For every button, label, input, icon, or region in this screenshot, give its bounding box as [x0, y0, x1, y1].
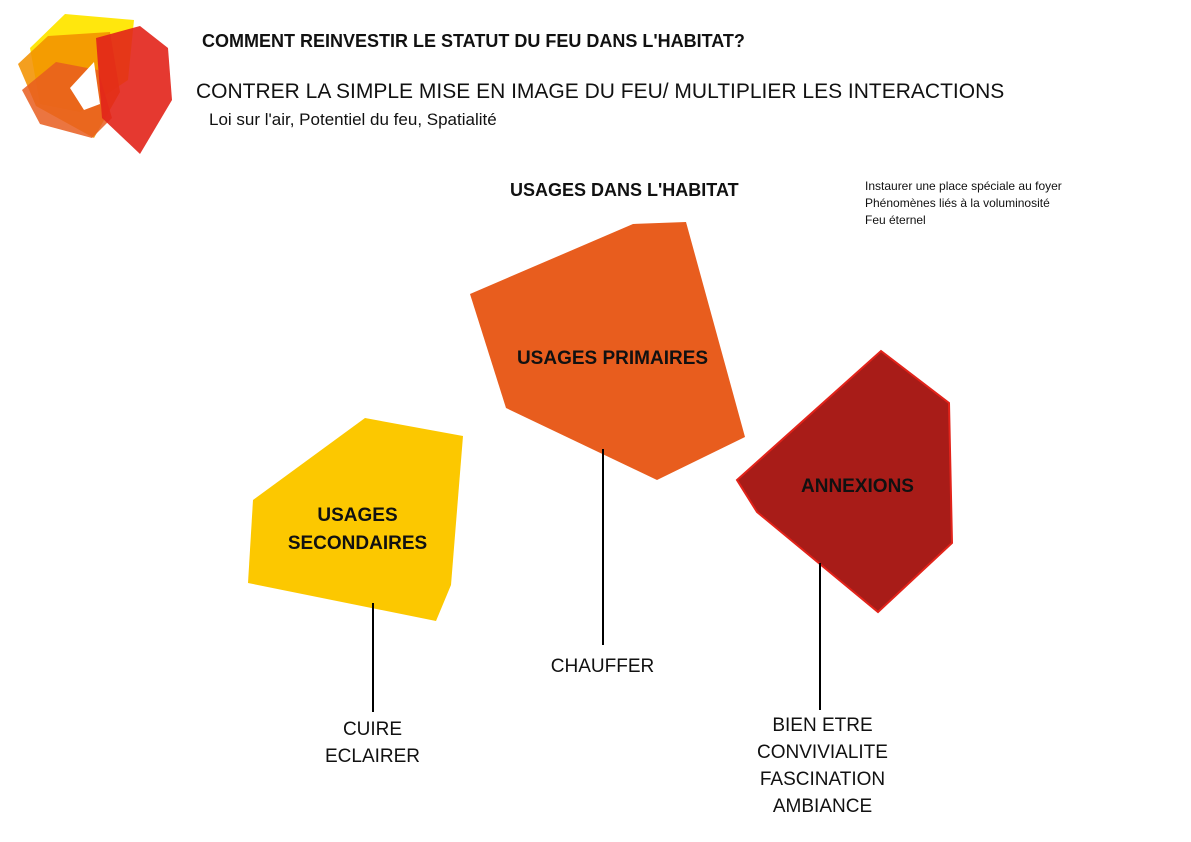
section-title: USAGES DANS L'HABITAT: [510, 180, 739, 200]
note-item: Instaurer une place spéciale au foyer: [865, 179, 1062, 193]
annex-items-list: BIEN ETRE CONVIVIALITE FASCINATION AMBIA…: [730, 712, 915, 820]
keywords-line: Loi sur l'air, Potentiel du feu, Spatial…: [209, 110, 497, 129]
annex-item: FASCINATION: [759, 769, 886, 790]
page-subtitle: CONTRER LA SIMPLE MISE EN IMAGE DU FEU/ …: [196, 80, 1005, 103]
secondary-usage-label: USAGES SECONDAIRES: [270, 502, 445, 558]
annex-shape: [735, 349, 954, 614]
note-item: Phénomènes liés à la voluminosité: [865, 196, 1050, 210]
note-item: Feu éternel: [865, 213, 926, 227]
notes-block: Instaurer une place spéciale au foyer Ph…: [865, 178, 1062, 229]
page-title: COMMENT REINVESTIR LE STATUT DU FEU DANS…: [202, 31, 745, 51]
secondary-item: ECLAIRER: [324, 746, 421, 767]
secondary-items-list: CUIRE ECLAIRER: [300, 716, 445, 770]
annex-item: BIEN ETRE: [772, 715, 873, 736]
primary-usage-label: USAGES PRIMAIRES: [516, 348, 709, 369]
secondary-item: CUIRE: [342, 719, 403, 740]
annex-item: AMBIANCE: [772, 796, 873, 817]
annex-item: CONVIVIALITE: [757, 742, 888, 763]
annex-label: ANNEXIONS: [801, 476, 914, 497]
primary-item: CHAUFFER: [550, 656, 655, 677]
secondary-usage-label-line: USAGES: [317, 505, 398, 526]
primary-usage-shape: [470, 222, 745, 480]
secondary-usage-shape: [248, 418, 463, 621]
secondary-usage-label-line: SECONDAIRES: [287, 533, 428, 554]
primary-items-list: CHAUFFER: [520, 653, 685, 680]
flame-logo-icon: [18, 14, 172, 154]
